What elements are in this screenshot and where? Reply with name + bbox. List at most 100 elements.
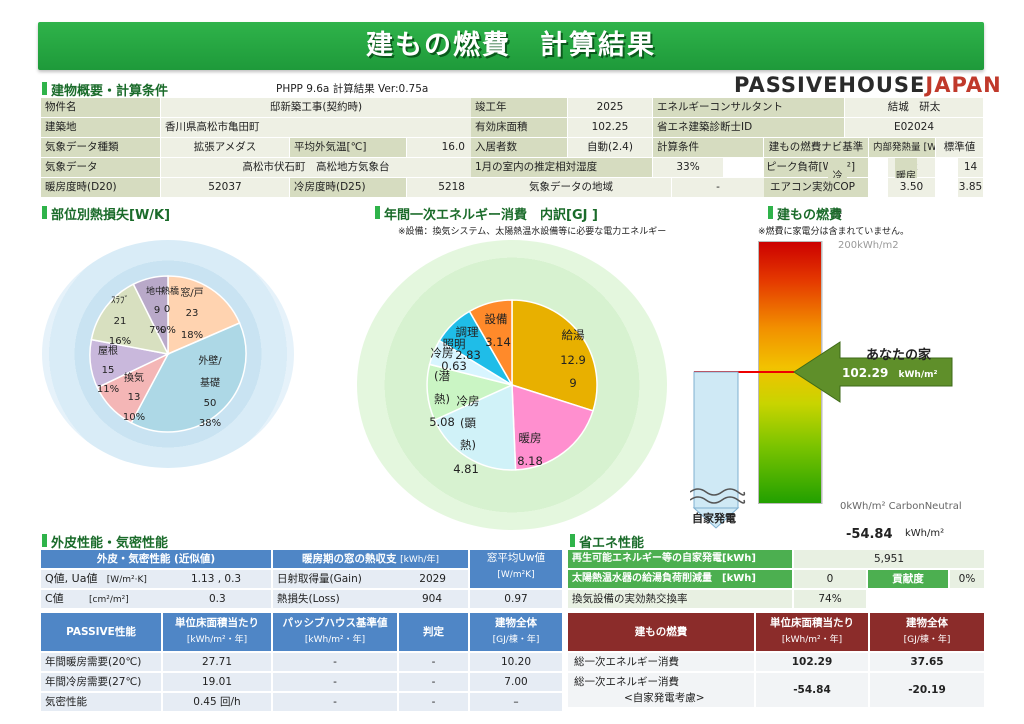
fuel-table-header-2a: 単位床面積当たり	[770, 617, 854, 629]
scale-top-label: 200kWh/m2	[838, 240, 899, 251]
passive-header-3b: [kWh/m²・年]	[304, 635, 366, 645]
q-value: 1.13 , 0.3	[191, 573, 242, 585]
energy-saving-section-title: 省エネ性能	[570, 532, 644, 551]
label-avg-temp: 平均外気温[℃]	[290, 138, 406, 157]
passive-row-cell: -	[273, 693, 397, 711]
your-home-arrow	[793, 341, 953, 403]
renewable-value: 5,951	[794, 550, 984, 568]
passive-header-2b: [kWh/m²・年]	[186, 635, 248, 645]
env-header-3-a: 窓平均Uw値	[486, 552, 546, 564]
hrv-label: 換気設備の実効熱交換率	[568, 590, 792, 608]
fuel-note: ※燃費に家電分は含まれていません。	[758, 227, 910, 237]
slice-heating	[511, 383, 594, 471]
value-year: 2025	[568, 98, 652, 117]
pie-pct-bridge: 0%	[160, 325, 176, 336]
energy-value-cooling-s-2: 4.81	[453, 462, 479, 476]
c-value: 0.3	[209, 593, 226, 605]
passive-row-cell: -	[399, 653, 468, 671]
heatloss-section-title: 部位別熱損失[W/K]	[42, 204, 170, 223]
passive-header-5a: 建物全体	[495, 617, 537, 629]
q-label: Q値, Ua値	[45, 572, 98, 585]
pie-label-bridge: 熱橋	[161, 285, 179, 297]
label-property: 物件名	[41, 98, 160, 117]
gain-value: 2029	[419, 573, 446, 585]
energy-label-heating: 暖房	[519, 431, 542, 445]
self-gen-bar	[693, 371, 739, 509]
gain-row: 日射取得量(Gain) 2029	[273, 570, 468, 588]
passive-row-cell: -	[399, 673, 468, 691]
passive-header-3: パッシブハウス基準値 [kWh/m²・年]	[273, 613, 397, 651]
slice-walls	[130, 322, 247, 433]
env-header-3: 窓平均Uw値 [W/m²K]	[470, 550, 562, 588]
value-calc-cond: 建もの燃費ナビ基準	[764, 138, 868, 157]
your-home-label: あなたの家	[866, 348, 932, 363]
passive-row-cell: 0.45 回/h	[163, 693, 271, 711]
your-value-unit: kWh/m²	[898, 370, 938, 380]
contribution-badge: 貢献度	[868, 570, 948, 588]
solar-label: 太陽熱温水器の給湯負荷削減量 [kWh]	[568, 570, 792, 588]
fuel-section-title: 建もの燃費	[768, 204, 842, 223]
energy-label-cooling-s-3: 熱)	[460, 438, 476, 452]
passive-header-2a: 単位床面積当たり	[175, 617, 259, 629]
pie-value-roof: 15	[102, 365, 115, 376]
value-cop-cooling: 3.50	[888, 178, 935, 197]
slice-equipment	[468, 299, 513, 388]
scale-bottom-label: 0kWh/m² CarbonNeutral	[840, 501, 962, 512]
q-value-row: Q値, Ua値 [W/m²·K] 1.13 , 0.3	[41, 570, 271, 588]
passive-row-cell: -	[273, 673, 397, 691]
overview-row-1: 物件名 邸新築工事(契約時) 竣工年 2025 エネルギーコンサルタント 結城 …	[41, 98, 983, 117]
renewable-label: 再生可能エネルギー等の自家発電[kWh]	[568, 550, 792, 568]
energy-value-cooling-s: 5.08	[429, 415, 455, 429]
pie-label-slab: ｽﾗﾌﾞ	[111, 295, 129, 306]
passive-row-cell: 10.20	[470, 653, 562, 671]
your-value-number: 102.29	[842, 366, 889, 380]
self-gen-arrowhead	[692, 507, 740, 529]
energy-label-cooking: 調理	[456, 325, 479, 339]
passive-row-cell: 27.71	[163, 653, 271, 671]
value-floor-area: 102.25	[568, 118, 652, 137]
label-peak-load: ピーク負荷[W/m²]	[764, 158, 868, 177]
passive-header-5: 建物全体 [GJ/棟・年]	[470, 613, 562, 651]
loss-label: 熱損失(Loss)	[277, 593, 340, 605]
pie-value-ground: 9	[154, 305, 160, 316]
label-weather: 気象データ	[41, 158, 160, 177]
break-mark-2	[690, 496, 746, 504]
label-cop: エアコン実効COP	[764, 178, 868, 197]
energy-label-cooling-l-2: (潜	[434, 369, 450, 383]
passive-row-cell: 7.00	[470, 673, 562, 691]
energy-value-hotwater-2: 9	[569, 376, 576, 390]
hrv-value: 74%	[794, 590, 866, 608]
pie-value-vent: 13	[128, 392, 141, 403]
label-cdd: 冷房度時(D25)	[290, 178, 406, 197]
solar-value: 0	[794, 570, 866, 588]
pie-pct-roof: 11%	[97, 384, 119, 395]
pie-label-ground: 地中	[146, 285, 164, 297]
overview-row-3: 気象データ種類 拡張アメダス 平均外気温[℃] 16.0 入居者数 自動(2.4…	[41, 138, 983, 157]
energy-label-cooling-s: 冷房	[457, 394, 480, 408]
value-consultant: 結城 研太	[845, 98, 983, 117]
label-weather-type: 気象データ種類	[41, 138, 160, 157]
energy-label-lighting: 照明	[443, 337, 466, 351]
contribution-value: 0%	[950, 570, 984, 588]
pie-label-roof: 屋根	[98, 344, 118, 357]
version-text: PHPP 9.6a 計算結果 Ver:0.75a	[276, 83, 429, 95]
energy-value-lighting: 2.83	[455, 348, 481, 362]
overview-row-5: 暖房度時(D20) 52037 冷房度時(D25) 5218 気象データの地域 …	[41, 178, 983, 197]
uw-value: 0.97	[470, 590, 562, 608]
env-header-1: 外皮・気密性能 (近似値)	[41, 550, 271, 568]
pie-value-walls: 50	[204, 398, 217, 409]
pie-pct-walls: 38%	[199, 418, 221, 429]
pie-pct-ground: 7%	[149, 325, 165, 336]
env-header-3-b: [W/m²K]	[497, 570, 535, 580]
fuel-table-header-3a: 建物全体	[906, 617, 948, 629]
self-gen-unit: kWh/m²	[905, 528, 945, 539]
slice-ground	[132, 275, 169, 355]
pie-pct-windows: 18%	[181, 330, 203, 341]
energy-label-hotwater: 給湯	[562, 328, 585, 342]
passive-row-cell: 19.01	[163, 673, 271, 691]
c-unit: [cm²/m²]	[89, 595, 129, 605]
energy-value-cooling-l: 0.63	[441, 359, 467, 373]
label-year: 竣工年	[471, 98, 567, 117]
envelope-section-title: 外皮性能・気密性能	[42, 532, 168, 551]
total-energy-selfgen-a: 総一次エネルギー消費	[574, 676, 679, 688]
